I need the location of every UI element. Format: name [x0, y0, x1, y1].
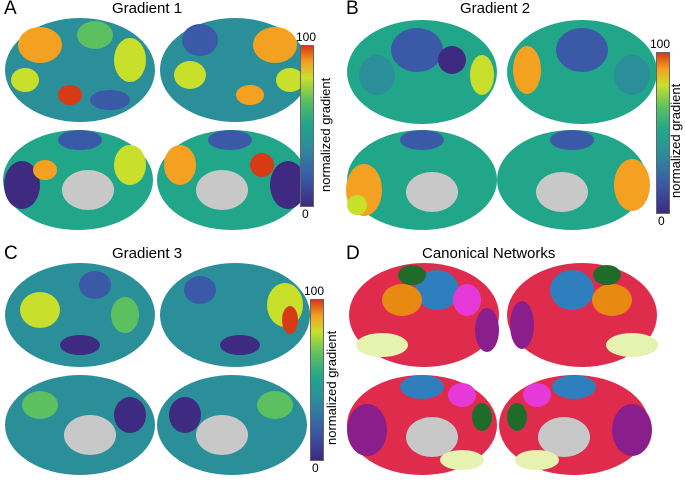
brain-renderings	[347, 263, 658, 475]
brain-renderings	[5, 263, 310, 475]
panel-gradient-3: C Gradient 3 100 0	[0, 243, 342, 490]
lateral-right-hemisphere	[160, 263, 310, 367]
colorbar	[656, 52, 670, 214]
lateral-right-hemisphere	[507, 20, 657, 124]
medial-left-hemisphere	[347, 375, 497, 475]
colorbar-min: 0	[658, 214, 665, 228]
panel-title: Canonical Networks	[422, 245, 556, 262]
panel-gradient-2: B Gradient 2 100 0	[342, 0, 684, 245]
panel-letter: D	[346, 243, 360, 264]
lateral-right-hemisphere	[507, 263, 658, 367]
panel-letter: B	[346, 0, 359, 19]
medial-right-hemisphere	[157, 375, 307, 475]
panel-letter: A	[4, 0, 17, 19]
colorbar-min: 0	[312, 461, 319, 475]
colorbar	[300, 45, 314, 207]
lateral-left-hemisphere	[349, 263, 499, 367]
medial-right-hemisphere	[497, 130, 650, 230]
panel-canonical-networks: D Canonical Networks	[342, 243, 684, 490]
panel-gradient-1: A Gradient 1	[0, 0, 342, 245]
medial-left-hemisphere	[3, 130, 153, 230]
colorbar	[310, 299, 324, 461]
colorbar-max: 100	[296, 30, 317, 44]
colorbar-label: normalized gradient	[324, 330, 339, 445]
medial-left-hemisphere	[5, 375, 155, 475]
panel-letter: C	[4, 243, 18, 264]
lateral-left-hemisphere	[5, 263, 155, 367]
colorbar-min: 0	[302, 207, 309, 221]
lateral-left-hemisphere	[5, 18, 155, 122]
brain-renderings	[346, 20, 657, 230]
lateral-right-hemisphere	[160, 18, 310, 122]
lateral-left-hemisphere	[347, 20, 497, 124]
panel-title: Gradient 1	[112, 0, 183, 17]
colorbar-max: 100	[304, 284, 325, 298]
medial-right-hemisphere	[499, 375, 652, 475]
colorbar-max: 100	[650, 37, 671, 51]
panel-title: Gradient 3	[112, 245, 183, 262]
colorbar-label: normalized gradient	[318, 77, 333, 192]
panel-title: Gradient 2	[460, 0, 531, 17]
colorbar-label: normalized gradient	[668, 83, 683, 198]
medial-right-hemisphere	[157, 130, 307, 230]
medial-left-hemisphere	[346, 130, 497, 230]
brain-renderings	[3, 18, 310, 230]
